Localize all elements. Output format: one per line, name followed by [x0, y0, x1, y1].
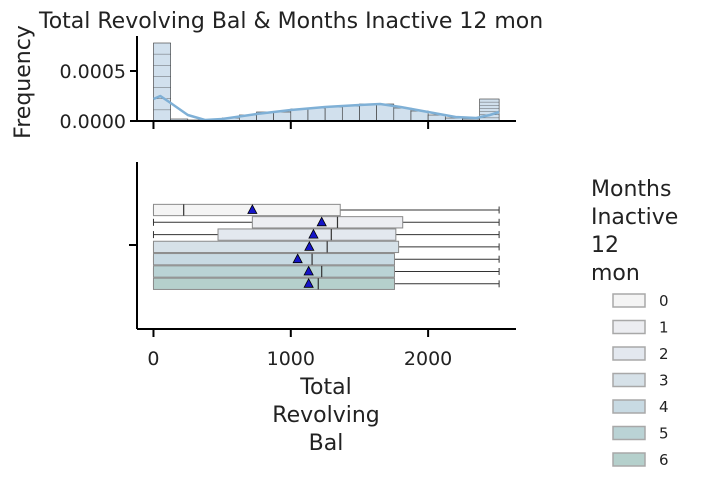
legend-item-0: 0 [612, 292, 669, 310]
boxplot-group-4 [152, 253, 500, 266]
histogram-axes [136, 36, 516, 122]
legend-swatch [612, 346, 646, 361]
x-axis-label-line: Revolving [272, 403, 379, 428]
legend-item-3: 3 [612, 372, 669, 390]
histogram-y-tick-label: 0.0000 [60, 111, 126, 133]
chart-title: Total Revolving Bal & Months Inactive 12… [38, 9, 543, 34]
histogram-y-tick-label: 0.0005 [60, 61, 126, 83]
boxplot-mean-marker [303, 265, 314, 276]
boxplot-mean-marker [304, 241, 315, 251]
boxplot-group-3 [152, 240, 500, 254]
x-tick-label: 1000 [267, 348, 315, 370]
boxplot-box [152, 277, 395, 290]
boxplot-mean-marker [303, 277, 314, 288]
legend-item-1: 1 [612, 319, 669, 337]
legend-item-5: 5 [612, 425, 669, 443]
histogram-x-ticks [152, 121, 430, 129]
histogram-bar-14 [393, 107, 412, 122]
legend-swatch [612, 372, 646, 388]
legend-label: 3 [659, 372, 669, 390]
histogram-y-axis-label: Frequency [11, 25, 36, 139]
boxplot-axes [129, 162, 516, 330]
boxplot-box [152, 203, 341, 217]
boxplot-box [217, 228, 397, 241]
boxplot-mean-marker [247, 204, 258, 214]
legend-swatch [612, 293, 646, 308]
legend-label: 1 [659, 319, 669, 337]
boxplot-box [251, 216, 404, 229]
legend-label: 2 [659, 345, 669, 363]
legend-label: 4 [659, 398, 669, 416]
boxplot-box [152, 240, 400, 254]
boxplot-group-0 [152, 203, 500, 217]
x-axis-label-line: Total [299, 375, 351, 400]
histogram-bar-12 [359, 103, 377, 122]
histogram-bars [153, 42, 500, 122]
legend-items: 0 1 2 3 4 5 6 [612, 292, 669, 469]
boxplot-x-ticks: 0 1000 2000 [147, 329, 452, 370]
histogram-bar-0 [153, 42, 171, 122]
histogram-kde-line [152, 94, 500, 122]
legend-title-line: mon [591, 261, 640, 286]
boxplot-series [152, 203, 500, 290]
histogram-panel: 0.0000 0.0005 Frequency [11, 25, 516, 139]
boxplot-mean-marker [308, 228, 319, 239]
x-tick-label: 0 [147, 348, 159, 370]
boxplot-mean-marker [292, 253, 303, 264]
boxplot-box [152, 265, 395, 278]
x-axis-label-line: Bal [309, 431, 344, 456]
histogram-bar-9 [307, 107, 326, 122]
x-tick-label: 2000 [404, 348, 452, 370]
histogram-bar-11 [341, 105, 360, 122]
legend-title: Months Inactive 12 mon [591, 177, 678, 286]
legend-title-line: Months [591, 177, 671, 202]
boxplot-group-2 [152, 228, 500, 241]
legend-label: 5 [659, 425, 669, 443]
histogram-y-ticks: 0.0000 0.0005 [60, 61, 137, 133]
legend-title-line: Inactive [591, 205, 678, 230]
legend-swatch [612, 399, 646, 414]
x-axis-label: Total Revolving Bal [272, 375, 379, 456]
legend-title-line: 12 [591, 233, 619, 258]
legend-item-2: 2 [612, 345, 669, 363]
legend-swatch [612, 425, 646, 441]
boxplot-mean-marker [316, 216, 327, 227]
boxplot-group-6 [152, 277, 500, 290]
legend-item-6: 6 [612, 451, 669, 469]
boxplot-box [152, 253, 395, 266]
legend-label: 6 [659, 451, 669, 469]
legend-label: 0 [659, 292, 669, 310]
histogram-bar-7 [273, 111, 292, 122]
legend-item-4: 4 [612, 398, 669, 416]
boxplot-group-1 [152, 216, 500, 229]
legend-swatch [612, 319, 646, 335]
boxplot-panel: 0 1000 2000 Total Revolving Bal [129, 162, 516, 456]
legend-swatch [612, 452, 646, 467]
boxplot-group-5 [152, 265, 500, 278]
histogram-bar-10 [324, 106, 343, 122]
